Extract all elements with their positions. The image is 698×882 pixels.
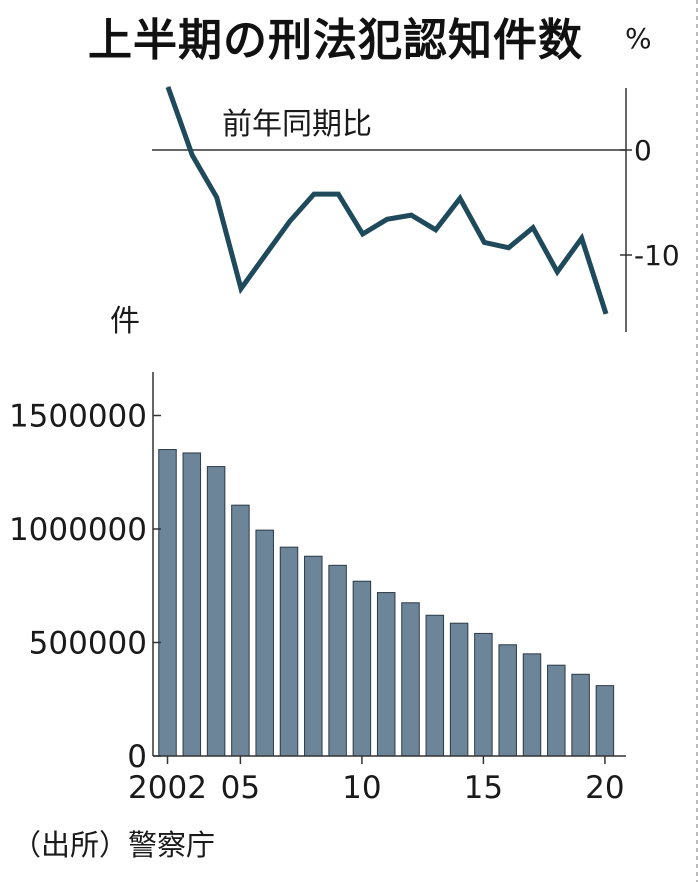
page-edge-dots	[692, 0, 698, 882]
count-bar	[352, 580, 372, 757]
chart-title: 上半期の刑法犯認知件数	[88, 15, 583, 66]
yoy-data-point	[508, 247, 510, 249]
count-bar	[231, 504, 250, 757]
line-y-tick-label: 0	[634, 134, 652, 167]
bar-y-tick-label: 1000000	[9, 512, 147, 548]
yoy-data-point	[532, 227, 534, 229]
yoy-data-point	[167, 86, 169, 88]
bar-y-tick-label: 500000	[29, 626, 147, 662]
yoy-data-point	[240, 288, 242, 290]
yoy-line-chart: 前年同期比 0 -10	[152, 86, 680, 332]
yoy-data-point	[459, 197, 461, 199]
yoy-data-point	[264, 254, 266, 256]
yoy-data-point	[313, 193, 315, 195]
count-bar	[401, 602, 420, 757]
bar-x-tick-label: 10	[342, 770, 381, 806]
count-bar	[522, 653, 542, 757]
line-series-label: 前年同期比	[222, 107, 372, 142]
percent-unit-label: %	[625, 22, 652, 55]
count-bar	[449, 622, 469, 757]
count-bar	[304, 555, 323, 757]
count-bar	[158, 449, 177, 757]
count-unit-label: 件	[110, 304, 140, 339]
count-bar	[376, 592, 396, 757]
line-y-tick-label: -10	[634, 239, 680, 272]
count-bar	[595, 685, 615, 757]
count-bar	[547, 664, 566, 757]
count-bar	[425, 614, 445, 757]
yoy-data-point	[556, 271, 558, 273]
yoy-data-point	[289, 220, 291, 222]
count-bar	[328, 564, 347, 757]
count-bar	[498, 644, 517, 757]
count-bar	[255, 529, 274, 757]
bar-x-tick-label: 05	[221, 770, 260, 806]
bar-x-tick-label: 15	[464, 770, 503, 806]
yoy-data-point	[435, 229, 437, 231]
count-bar	[474, 632, 493, 757]
yoy-data-point	[337, 193, 339, 195]
yoy-data-point	[410, 214, 412, 216]
count-bar-chart: 0 500000 1000000 1500000 2002 05 10 15 20	[9, 372, 626, 806]
count-bar	[279, 546, 299, 757]
yoy-data-point	[216, 196, 218, 198]
yoy-data-point	[605, 313, 607, 315]
bar-x-tick-label: 2002	[128, 770, 207, 806]
source-note: （出所）警察庁	[12, 828, 216, 862]
yoy-data-point	[191, 154, 193, 156]
yoy-data-point	[386, 218, 388, 220]
count-bar	[206, 466, 226, 757]
yoy-data-point	[483, 241, 485, 243]
bar-y-tick-label: 1500000	[9, 399, 147, 435]
count-bar	[571, 673, 590, 757]
count-bar	[182, 452, 202, 757]
yoy-data-point	[362, 233, 364, 235]
yoy-data-point	[581, 237, 583, 239]
bar-x-tick-label: 20	[585, 770, 624, 806]
bar-y-tick-label: 0	[127, 739, 147, 775]
